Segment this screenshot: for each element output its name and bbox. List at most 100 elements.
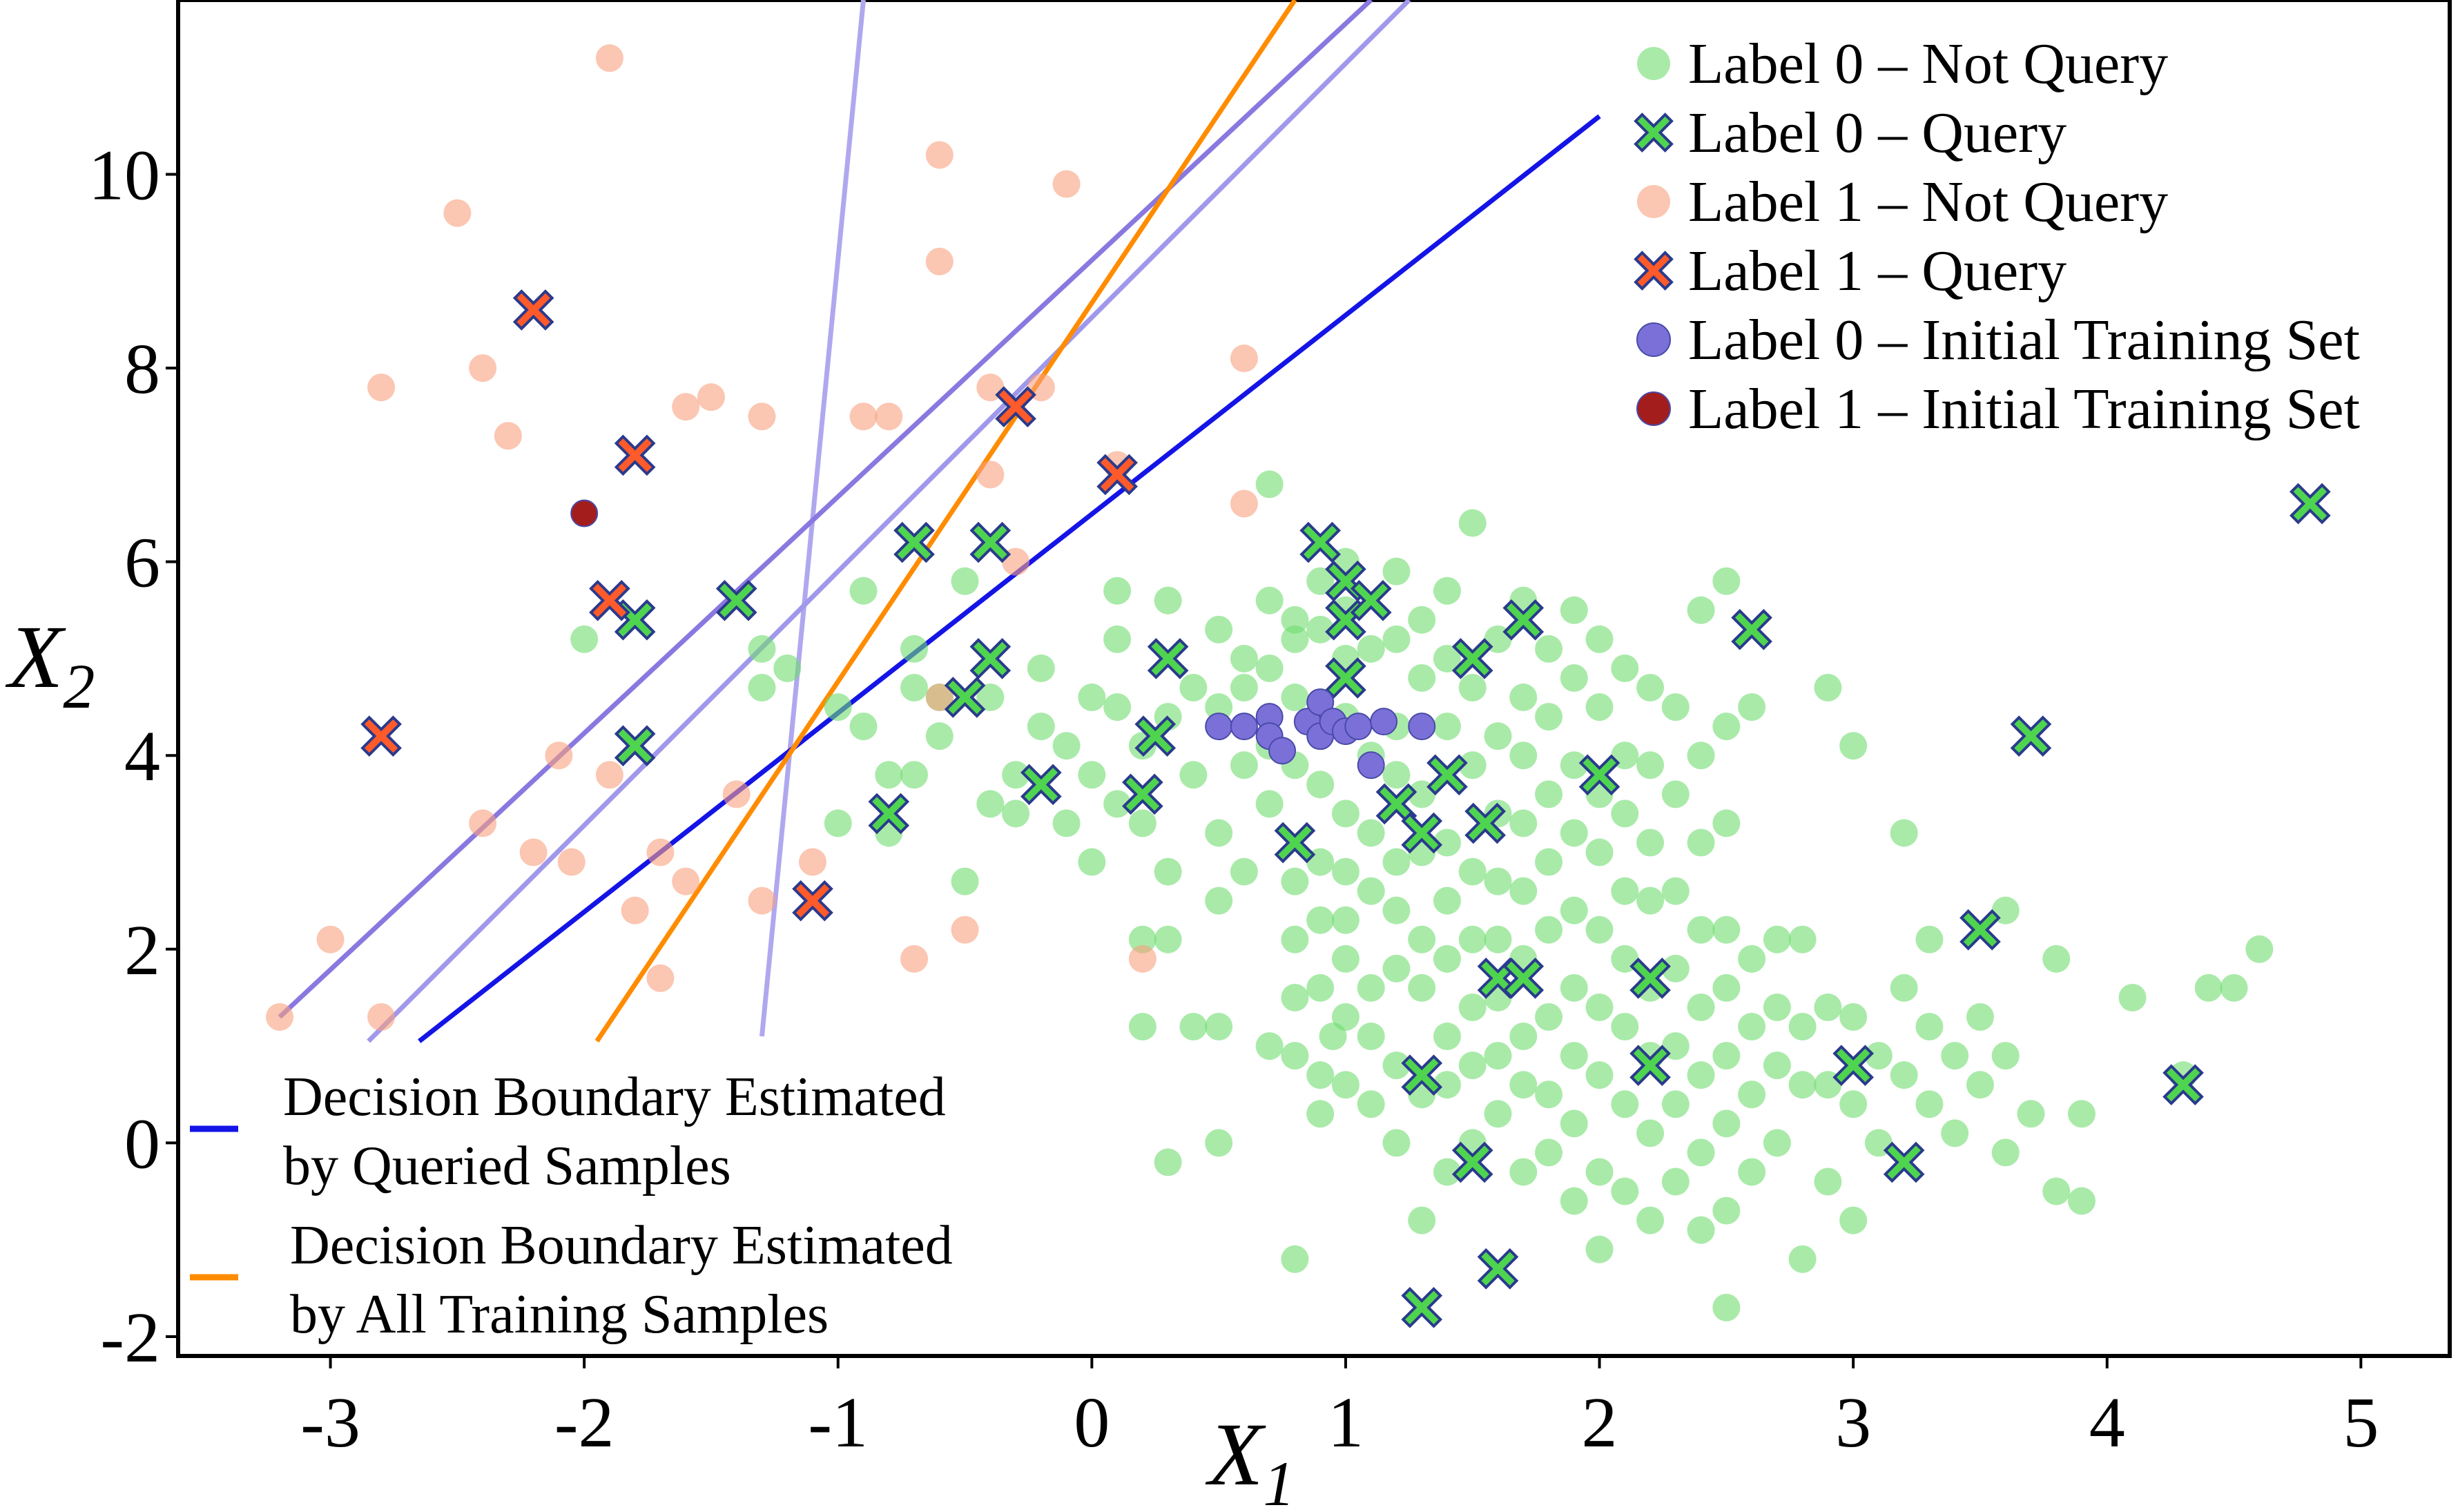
point-label-0-not-query [1814, 993, 1842, 1021]
point-label-0-not-query [1839, 732, 1868, 760]
point-label-0-not-query [570, 625, 599, 653]
legend-label: Label 0 – Initial Training Set [1688, 308, 2360, 372]
point-label-0-not-query [1281, 1042, 1309, 1070]
point-label-1-not-query [976, 461, 1005, 489]
point-label-0-not-query [1382, 1129, 1411, 1157]
point-label-1-not-query [646, 964, 675, 992]
point-label-1-query [995, 386, 1036, 428]
point-label-0-not-query [1281, 925, 1309, 953]
data-points [266, 44, 2331, 1328]
point-label-0-not-query [1458, 993, 1487, 1021]
point-label-0-not-query [1509, 877, 1538, 905]
point-label-0-not-query [1560, 896, 1588, 924]
boundary-legend-label: by All Training Samples [290, 1284, 829, 1345]
point-label-0-query [969, 638, 1012, 679]
point-label-0-not-query [1205, 886, 1233, 915]
point-label-0-not-query [1712, 1293, 1741, 1321]
point-label-0-not-query [1484, 1042, 1512, 1070]
point-label-0-not-query [976, 790, 1005, 818]
point-label-0-query [1451, 1141, 1493, 1183]
y-tick-label: 2 [124, 911, 160, 990]
point-label-0-not-query [1941, 1042, 1969, 1070]
point-label-0-query [1325, 657, 1366, 699]
point-label-1-not-query [798, 848, 826, 876]
legend-label: Label 0 – Query [1688, 101, 2067, 165]
point-label-0-not-query [1611, 1177, 1639, 1205]
point-label-1-not-query [1128, 944, 1157, 973]
point-label-0-not-query [1128, 925, 1157, 953]
point-label-0-query [2010, 715, 2052, 757]
y-tick-label: -2 [100, 1298, 160, 1377]
point-label-1-not-query [367, 374, 396, 402]
point-label-0-query [944, 677, 986, 718]
point-label-0-not-query [1687, 1061, 1715, 1089]
point-label-0-not-query [1179, 1013, 1208, 1041]
point-label-0-not-query [1738, 944, 1766, 973]
point-label-0-not-query [1205, 615, 1233, 643]
point-label-1-query [614, 434, 656, 476]
point-label-0-query [1451, 638, 1493, 679]
point-label-0-not-query [1458, 509, 1487, 537]
point-label-0-query [1959, 909, 2001, 951]
point-label-0-query [1629, 1045, 1671, 1086]
x-tick-label: 2 [1582, 1383, 1618, 1462]
point-label-0-not-query [1661, 877, 1690, 905]
point-label-0-not-query [1433, 1071, 1461, 1099]
point-label-0-not-query [1788, 1013, 1817, 1041]
point-label-0-not-query [1560, 664, 1588, 692]
point-label-0-query [1350, 579, 1392, 621]
point-label-0-initial-training-set [1344, 713, 1373, 741]
point-label-0-not-query [849, 576, 878, 605]
point-label-0-not-query [1535, 703, 1563, 731]
point-label-1-not-query [646, 838, 675, 866]
point-label-0-not-query [1357, 1090, 1385, 1118]
legend-marker [1637, 185, 1670, 218]
point-label-1-not-query [1230, 490, 1258, 518]
point-label-0-not-query [1636, 1206, 1665, 1234]
y-tick-label: 6 [124, 523, 160, 603]
point-label-0-not-query [1738, 1158, 1766, 1186]
point-label-0-not-query [1585, 1235, 1614, 1263]
point-label-0-not-query [1458, 925, 1487, 953]
point-label-0-not-query [1255, 790, 1284, 818]
point-label-0-not-query [1306, 973, 1335, 1002]
point-label-0-not-query [1915, 1090, 1944, 1118]
point-label-0-not-query [976, 684, 1005, 712]
point-label-0-not-query [1179, 674, 1208, 702]
point-label-0-query [1274, 822, 1316, 864]
point-label-0-not-query [1763, 1051, 1791, 1080]
point-label-0-not-query [2118, 983, 2147, 1011]
point-label-0-not-query [2067, 1187, 2096, 1215]
point-label-0-not-query [1509, 809, 1538, 837]
point-label-0-not-query [1281, 983, 1309, 1011]
point-label-0-not-query [1331, 906, 1359, 934]
point-label-0-initial-training-set [1268, 737, 1297, 765]
point-label-1-query [1096, 454, 1138, 496]
point-label-1-not-query [849, 403, 878, 431]
point-label-0-not-query [1687, 1216, 1715, 1244]
point-label-0-not-query [1712, 1109, 1741, 1138]
point-label-0-not-query [1585, 625, 1614, 653]
point-label-0-not-query [925, 722, 954, 750]
point-label-0-not-query [1636, 674, 1665, 702]
point-label-0-not-query [2017, 1100, 2045, 1128]
point-label-0-not-query [1509, 1158, 1538, 1186]
point-label-0-not-query [1281, 1245, 1309, 1273]
point-label-0-not-query [1712, 1042, 1741, 1070]
point-label-0-not-query [2042, 1177, 2071, 1205]
point-label-1-not-query [900, 944, 929, 973]
point-label-0-query [1578, 754, 1620, 796]
point-label-0-not-query [1687, 915, 1715, 944]
point-label-0-not-query [849, 713, 878, 741]
point-label-0-query [1477, 1248, 1519, 1290]
point-label-0-not-query [1154, 857, 1182, 886]
point-label-0-not-query [2067, 1100, 2096, 1128]
point-label-1-not-query [1230, 345, 1258, 373]
point-label-0-not-query [1763, 1129, 1791, 1157]
point-label-1-not-query [595, 761, 623, 789]
point-label-0-not-query [824, 693, 852, 721]
point-label-1-not-query [748, 403, 776, 431]
point-label-0-not-query [1281, 684, 1309, 712]
point-label-0-not-query [1458, 857, 1487, 886]
point-label-0-query [2289, 483, 2331, 525]
